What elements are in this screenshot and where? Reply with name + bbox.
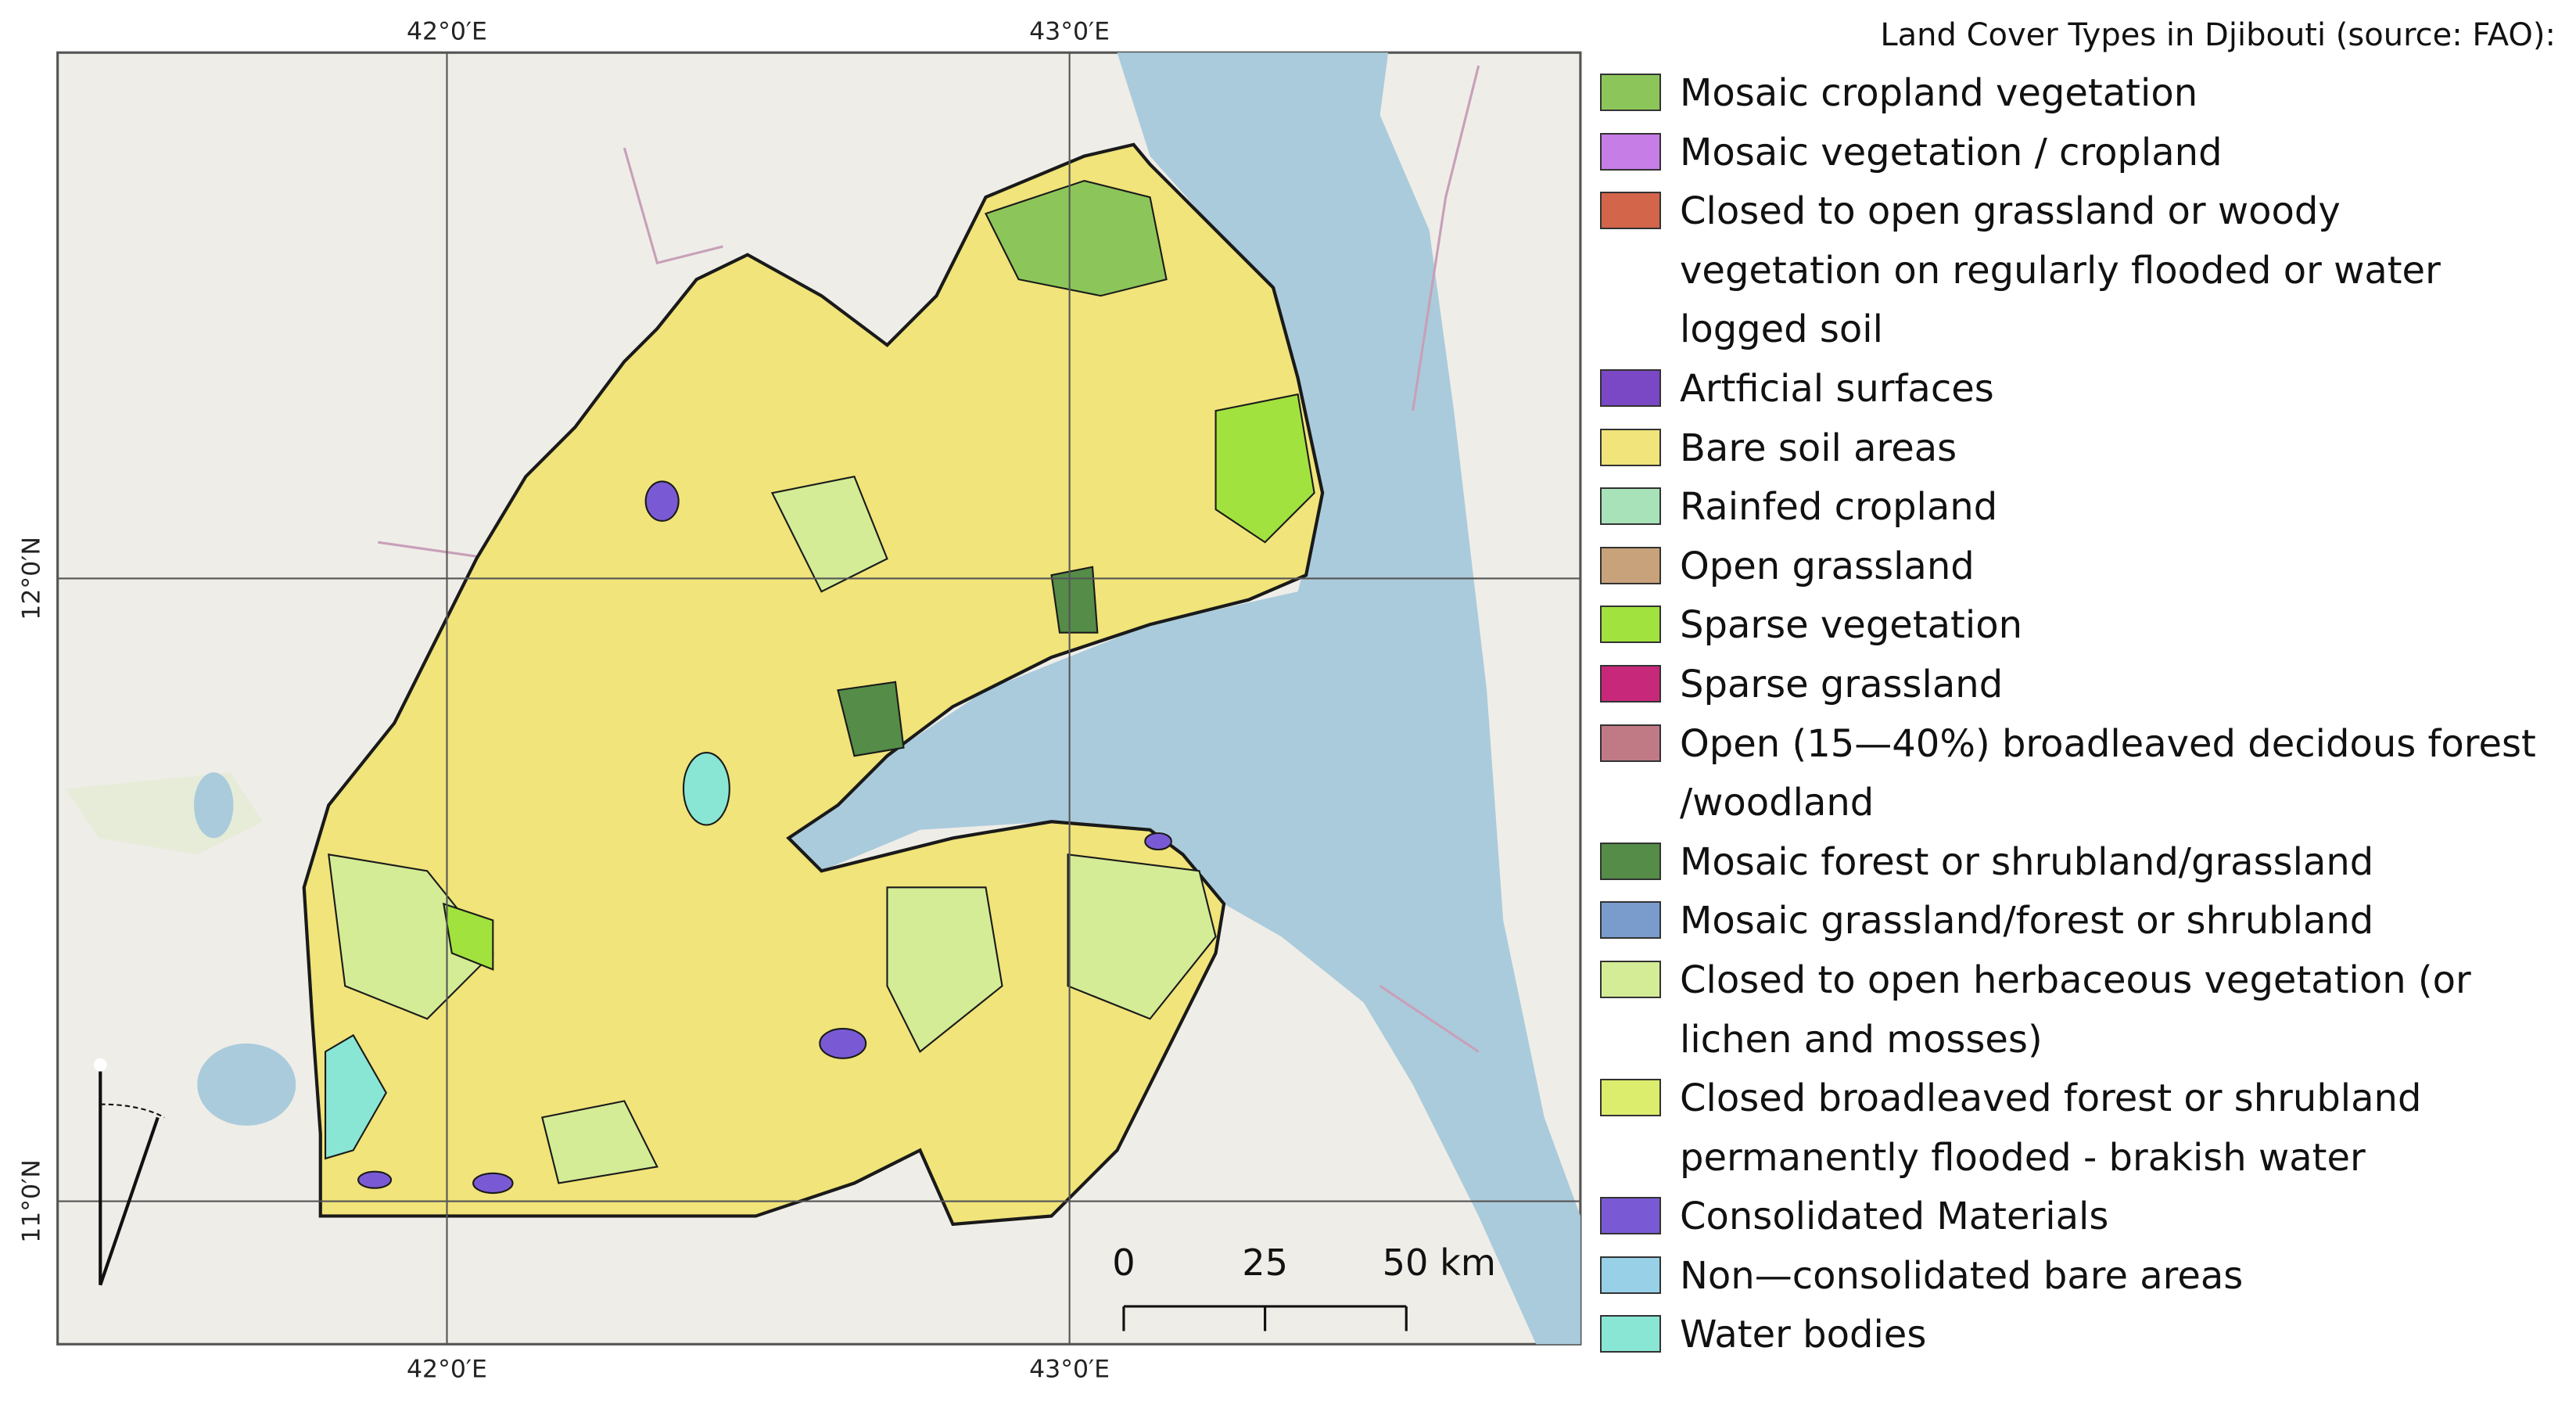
legend-swatch [1600, 664, 1661, 702]
legend-swatch [1600, 724, 1661, 762]
legend-swatch [1600, 1315, 1661, 1353]
arrow-arc [100, 1103, 165, 1119]
legend-label: Mosaic forest or shrubland/grassland [1680, 839, 2374, 884]
patch [1067, 853, 1217, 1020]
legend-swatch [1600, 901, 1661, 940]
legend-item: Mosaic cropland vegetation [1600, 64, 2562, 124]
grid-label: 43°0′E [1029, 1355, 1110, 1383]
legend-swatch [1600, 428, 1661, 466]
north-arrow [93, 1058, 165, 1286]
legend-item: Consolidated Materials [1600, 1188, 2562, 1247]
legend-item: Rainfed cropland [1600, 478, 2562, 537]
legend-label: Open grassland [1680, 544, 1975, 588]
patch [1050, 566, 1099, 634]
legend-item: Sparse vegetation [1600, 596, 2562, 656]
legend-label: Water bodies [1680, 1313, 1927, 1357]
patch [770, 475, 888, 593]
arrow-shaft [99, 1116, 160, 1286]
legend-label: Sparse grassland [1680, 662, 2004, 706]
legend-swatch [1600, 192, 1661, 230]
legend-item: Mosaic forest or shrubland/grassland [1600, 833, 2562, 893]
patch [541, 1100, 658, 1184]
legend-swatch [1600, 132, 1661, 171]
patch [819, 1027, 867, 1059]
legend-swatch [1600, 605, 1661, 644]
legend-label: Non—consolidated bare areas [1680, 1253, 2244, 1298]
scale-label: 50 km [1383, 1242, 1496, 1284]
legend-label: Artficial surfaces [1680, 366, 1994, 411]
legend-label: Rainfed cropland [1680, 485, 1998, 530]
legend-item: Closed to open herbaceous vegetation (or… [1600, 951, 2562, 1069]
legend: Mosaic cropland vegetation Mosaic vegetat… [1600, 64, 2562, 1365]
lake-assal [682, 752, 730, 826]
patch [886, 886, 1003, 1054]
patch [442, 902, 494, 971]
legend-label: Consolidated Materials [1680, 1195, 2109, 1239]
legend-item: Non—consolidated bare areas [1600, 1247, 2562, 1306]
grid-label: 12°0′N [18, 537, 46, 620]
legend-label: Mosaic cropland vegetation [1680, 71, 2198, 115]
star [93, 1058, 107, 1072]
legend-item: Open (15—40%) broadleaved decidous fores… [1600, 715, 2562, 833]
lake [194, 772, 234, 839]
legend-title: Land Cover Types in Djibouti (source: FA… [1880, 17, 2556, 53]
scale-label: 25 [1242, 1242, 1288, 1284]
lake-abbe [325, 1033, 387, 1160]
legend-item: Closed broadleaved forest or shrubland p… [1600, 1069, 2562, 1188]
legend-swatch [1600, 74, 1661, 111]
legend-item: Sparse grassland [1600, 656, 2562, 715]
legend-item: Closed to open grassland or woody vegeta… [1600, 182, 2562, 360]
patch [1214, 393, 1315, 544]
sea [772, 52, 1580, 1345]
grid-label: 42°0′E [407, 1355, 487, 1383]
lake [197, 1043, 296, 1126]
legend-item: Water bodies [1600, 1306, 2562, 1365]
legend-item: Artficial surfaces [1600, 360, 2562, 419]
legend-label: Sparse vegetation [1680, 603, 2022, 648]
legend-label: Open (15—40%) broadleaved decidous fores… [1680, 721, 2536, 825]
grid-label: 43°0′E [1029, 17, 1110, 45]
patch [985, 179, 1168, 297]
legend-label: Mosaic vegetation / cropland [1680, 130, 2223, 174]
legend-label: Mosaic grassland/forest or shrubland [1680, 899, 2374, 943]
legend-swatch [1600, 368, 1661, 407]
legend-item: Open grassland [1600, 537, 2562, 597]
legend-label: Closed broadleaved forest or shrubland p… [1680, 1076, 2422, 1180]
graticule [57, 52, 1580, 1345]
legend-item: Mosaic vegetation / cropland [1600, 124, 2562, 183]
patch [328, 853, 494, 1020]
legend-item: Bare soil areas [1600, 419, 2562, 479]
legend-swatch [1600, 487, 1661, 526]
legend-label: Bare soil areas [1680, 426, 1957, 470]
scale-bar [1122, 1305, 1408, 1331]
legend-label: Closed to open herbaceous vegetation (or… [1680, 958, 2471, 1062]
scale-label: 0 [1112, 1242, 1135, 1284]
legend-swatch [1600, 842, 1661, 880]
legend-swatch [1600, 1256, 1661, 1294]
patch [644, 480, 680, 522]
grid-label: 42°0′E [407, 17, 487, 45]
legend-swatch [1600, 960, 1661, 998]
legend-item: Mosaic grassland/forest or shrubland [1600, 892, 2562, 951]
patch [472, 1172, 514, 1195]
land-cover [325, 179, 1315, 1195]
patch [1144, 832, 1172, 851]
legend-swatch [1600, 1079, 1661, 1117]
grid-label: 11°0′N [18, 1159, 46, 1243]
legend-swatch [1600, 1197, 1661, 1235]
legend-label: Closed to open grassland or woody vegeta… [1680, 189, 2441, 352]
legend-swatch [1600, 546, 1661, 584]
patch [837, 681, 905, 757]
patch [357, 1170, 393, 1189]
